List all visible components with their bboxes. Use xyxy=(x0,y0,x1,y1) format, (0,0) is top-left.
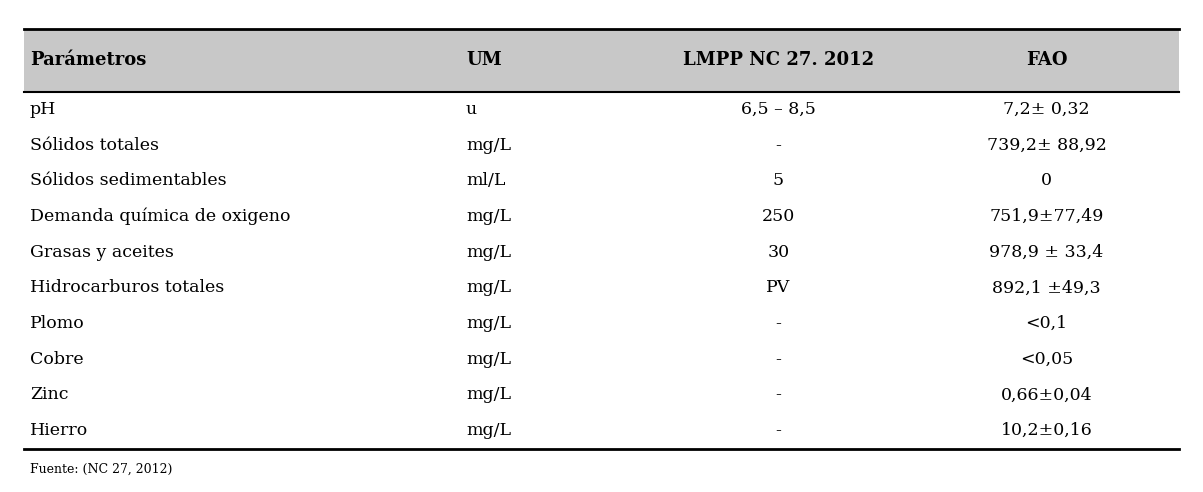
Text: 5: 5 xyxy=(772,172,784,189)
Text: 739,2± 88,92: 739,2± 88,92 xyxy=(986,137,1107,154)
Text: mg/L: mg/L xyxy=(466,315,511,332)
Text: ml/L: ml/L xyxy=(466,172,505,189)
Text: pH: pH xyxy=(30,101,57,118)
Text: mg/L: mg/L xyxy=(466,351,511,368)
Text: mg/L: mg/L xyxy=(466,422,511,439)
Text: <0,05: <0,05 xyxy=(1020,351,1073,368)
Text: 892,1 ±49,3: 892,1 ±49,3 xyxy=(992,279,1101,297)
Text: 0,66±0,04: 0,66±0,04 xyxy=(1001,387,1092,403)
Text: -: - xyxy=(776,387,781,403)
Text: 7,2± 0,32: 7,2± 0,32 xyxy=(1003,101,1090,118)
Text: 0: 0 xyxy=(1041,172,1053,189)
Text: Parámetros: Parámetros xyxy=(30,51,146,69)
Text: -: - xyxy=(776,422,781,439)
Text: Grasas y aceites: Grasas y aceites xyxy=(30,244,173,261)
Text: mg/L: mg/L xyxy=(466,387,511,403)
Text: LMPP NC 27. 2012: LMPP NC 27. 2012 xyxy=(683,51,873,69)
Text: FAO: FAO xyxy=(1026,51,1067,69)
Text: Hierro: Hierro xyxy=(30,422,88,439)
Text: 30: 30 xyxy=(768,244,789,261)
Text: Zinc: Zinc xyxy=(30,387,69,403)
Text: mg/L: mg/L xyxy=(466,279,511,297)
Text: mg/L: mg/L xyxy=(466,137,511,154)
Text: 978,9 ± 33,4: 978,9 ± 33,4 xyxy=(989,244,1103,261)
Text: 751,9±77,49: 751,9±77,49 xyxy=(989,208,1103,225)
Text: Sólidos sedimentables: Sólidos sedimentables xyxy=(30,172,226,189)
Text: UM: UM xyxy=(466,51,502,69)
Text: -: - xyxy=(776,351,781,368)
Bar xyxy=(24,29,1179,92)
Text: mg/L: mg/L xyxy=(466,244,511,261)
Text: 6,5 – 8,5: 6,5 – 8,5 xyxy=(741,101,816,118)
Text: <0,1: <0,1 xyxy=(1025,315,1067,332)
Text: 250: 250 xyxy=(761,208,795,225)
Text: Cobre: Cobre xyxy=(30,351,83,368)
Text: PV: PV xyxy=(766,279,790,297)
Text: 10,2±0,16: 10,2±0,16 xyxy=(1001,422,1092,439)
Text: -: - xyxy=(776,137,781,154)
Text: Sólidos totales: Sólidos totales xyxy=(30,137,159,154)
Text: Demanda química de oxigeno: Demanda química de oxigeno xyxy=(30,208,290,225)
Text: -: - xyxy=(776,315,781,332)
Text: u: u xyxy=(466,101,478,118)
Text: mg/L: mg/L xyxy=(466,208,511,225)
Text: Plomo: Plomo xyxy=(30,315,84,332)
Text: Fuente: (NC 27, 2012): Fuente: (NC 27, 2012) xyxy=(30,463,172,476)
Text: Hidrocarburos totales: Hidrocarburos totales xyxy=(30,279,224,297)
